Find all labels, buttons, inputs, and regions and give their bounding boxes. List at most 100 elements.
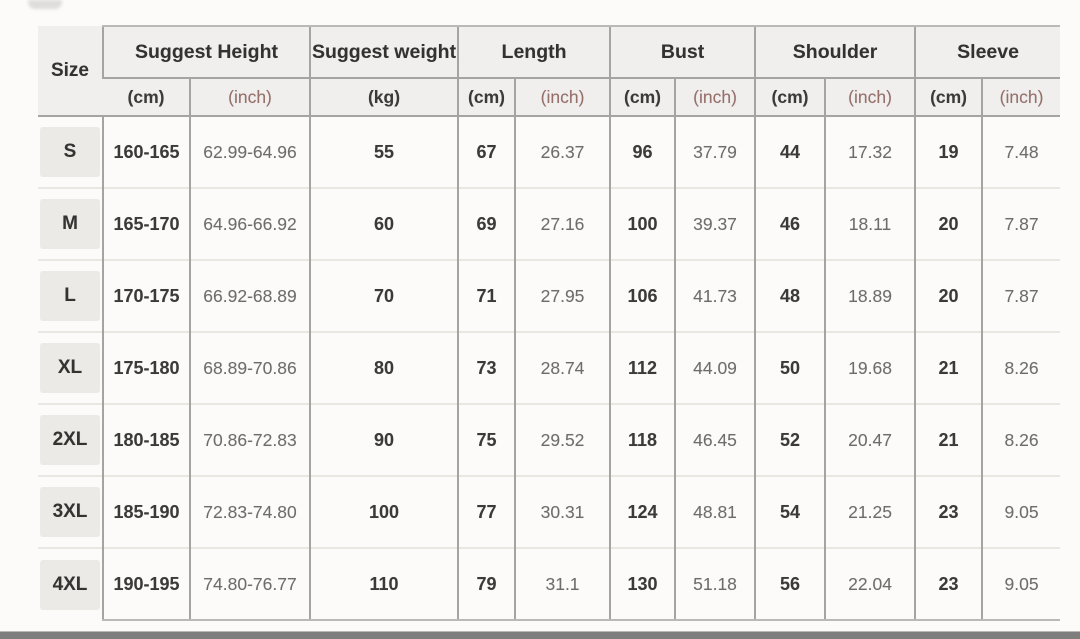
cell-height-cm: 160-165 [102, 116, 190, 188]
cell-height-cm: 180-185 [102, 403, 190, 476]
header-row-units: (cm) (inch) (kg) (cm) (inch) (cm) (inch)… [38, 77, 1061, 117]
cell-shoulder-inch: 20.47 [824, 403, 916, 476]
column-header-shoulder: Shoulder [754, 25, 916, 79]
cell-bust-cm: 100 [609, 187, 676, 260]
cell-shoulder-cm: 50 [754, 331, 826, 404]
unit-height-inch: (inch) [188, 77, 311, 117]
cell-bust-inch: 39.37 [674, 187, 756, 260]
cell-length-inch: 30.31 [514, 475, 611, 548]
table-header: Size Suggest Height Suggest weight Lengt… [38, 25, 1061, 117]
size-cell: 3XL [38, 475, 103, 548]
cell-shoulder-inch: 18.11 [824, 187, 916, 260]
size-row: XL 175-180 68.89-70.86 80 73 28.74 112 4… [38, 331, 1061, 404]
cell-height-inch: 74.80-76.77 [188, 547, 311, 621]
size-cell: S [38, 116, 103, 188]
cell-sleeve-cm: 21 [914, 331, 983, 404]
column-header-bust: Bust [609, 25, 756, 79]
cell-height-cm: 170-175 [102, 259, 190, 332]
unit-shoulder-cm: (cm) [754, 77, 826, 117]
cell-height-cm: 165-170 [102, 187, 190, 260]
cell-shoulder-cm: 46 [754, 187, 826, 260]
cell-bust-cm: 118 [609, 403, 676, 476]
size-label: 2XL [40, 415, 100, 465]
cell-length-cm: 75 [457, 403, 516, 476]
cell-weight-kg: 70 [309, 259, 459, 332]
cell-weight-kg: 90 [309, 403, 459, 476]
cell-shoulder-inch: 17.32 [824, 116, 916, 188]
size-label: L [40, 271, 100, 321]
bottom-bar [0, 631, 1080, 639]
unit-shoulder-inch: (inch) [824, 77, 916, 117]
cell-length-cm: 79 [457, 547, 516, 621]
cell-sleeve-inch: 7.48 [981, 116, 1061, 188]
size-cell: 2XL [38, 403, 103, 476]
table-body: S 160-165 62.99-64.96 55 67 26.37 96 37.… [38, 116, 1061, 621]
unit-bust-inch: (inch) [674, 77, 756, 117]
cell-shoulder-cm: 44 [754, 116, 826, 188]
size-cell: XL [38, 331, 103, 404]
cell-shoulder-inch: 19.68 [824, 331, 916, 404]
unit-length-inch: (inch) [514, 77, 611, 117]
cell-bust-inch: 37.79 [674, 116, 756, 188]
unit-sleeve-inch: (inch) [981, 77, 1061, 117]
cell-weight-kg: 60 [309, 187, 459, 260]
cell-length-inch: 27.95 [514, 259, 611, 332]
unit-bust-cm: (cm) [609, 77, 676, 117]
cell-shoulder-cm: 56 [754, 547, 826, 621]
cell-shoulder-cm: 52 [754, 403, 826, 476]
cell-length-inch: 28.74 [514, 331, 611, 404]
cell-shoulder-inch: 22.04 [824, 547, 916, 621]
cell-shoulder-cm: 48 [754, 259, 826, 332]
cell-bust-inch: 46.45 [674, 403, 756, 476]
cell-sleeve-inch: 7.87 [981, 259, 1061, 332]
cell-bust-inch: 48.81 [674, 475, 756, 548]
cell-sleeve-inch: 9.05 [981, 475, 1061, 548]
size-label: 4XL [40, 559, 100, 610]
cell-height-inch: 72.83-74.80 [188, 475, 311, 548]
column-header-suggest-height: Suggest Height [101, 25, 311, 79]
cell-sleeve-cm: 21 [914, 403, 983, 476]
cell-shoulder-cm: 54 [754, 475, 826, 548]
cell-bust-inch: 51.18 [674, 547, 756, 621]
cell-length-inch: 29.52 [514, 403, 611, 476]
cell-bust-cm: 106 [609, 259, 676, 332]
cell-length-cm: 71 [457, 259, 516, 332]
size-label: S [40, 127, 100, 177]
column-header-sleeve: Sleeve [914, 25, 1061, 79]
header-row-groups: Size Suggest Height Suggest weight Lengt… [38, 25, 1061, 117]
cell-length-inch: 26.37 [514, 116, 611, 188]
cell-weight-kg: 110 [309, 547, 459, 621]
size-row: S 160-165 62.99-64.96 55 67 26.37 96 37.… [38, 116, 1061, 188]
size-cell: 4XL [38, 547, 103, 620]
size-row: 3XL 185-190 72.83-74.80 100 77 30.31 124… [38, 475, 1061, 548]
cell-sleeve-inch: 7.87 [981, 187, 1061, 260]
cell-length-cm: 67 [457, 116, 516, 188]
size-row: 4XL 190-195 74.80-76.77 110 79 31.1 130 … [38, 547, 1061, 621]
cell-sleeve-cm: 23 [914, 547, 983, 621]
size-label: M [40, 199, 100, 249]
cell-weight-kg: 55 [309, 116, 459, 188]
column-header-length: Length [457, 25, 611, 79]
column-header-size: Size [38, 26, 103, 117]
unit-sleeve-cm: (cm) [914, 77, 983, 117]
size-chart-table: Size Suggest Height Suggest weight Lengt… [38, 25, 1061, 621]
column-header-suggest-weight: Suggest weight [309, 25, 459, 79]
cell-height-inch: 66.92-68.89 [188, 259, 311, 332]
size-row: M 165-170 64.96-66.92 60 69 27.16 100 39… [38, 187, 1061, 260]
cell-length-cm: 77 [457, 475, 516, 548]
cell-height-cm: 190-195 [102, 547, 190, 621]
cell-shoulder-inch: 21.25 [824, 475, 916, 548]
cell-height-inch: 70.86-72.83 [188, 403, 311, 476]
cell-sleeve-inch: 8.26 [981, 331, 1061, 404]
cell-sleeve-inch: 9.05 [981, 547, 1061, 621]
unit-length-cm: (cm) [457, 77, 516, 117]
cell-height-cm: 185-190 [102, 475, 190, 548]
cell-sleeve-cm: 20 [914, 259, 983, 332]
cell-length-cm: 69 [457, 187, 516, 260]
cell-weight-kg: 100 [309, 475, 459, 548]
cell-bust-cm: 96 [609, 116, 676, 188]
cell-height-inch: 64.96-66.92 [188, 187, 311, 260]
size-row: L 170-175 66.92-68.89 70 71 27.95 106 41… [38, 259, 1061, 332]
cell-bust-inch: 44.09 [674, 331, 756, 404]
